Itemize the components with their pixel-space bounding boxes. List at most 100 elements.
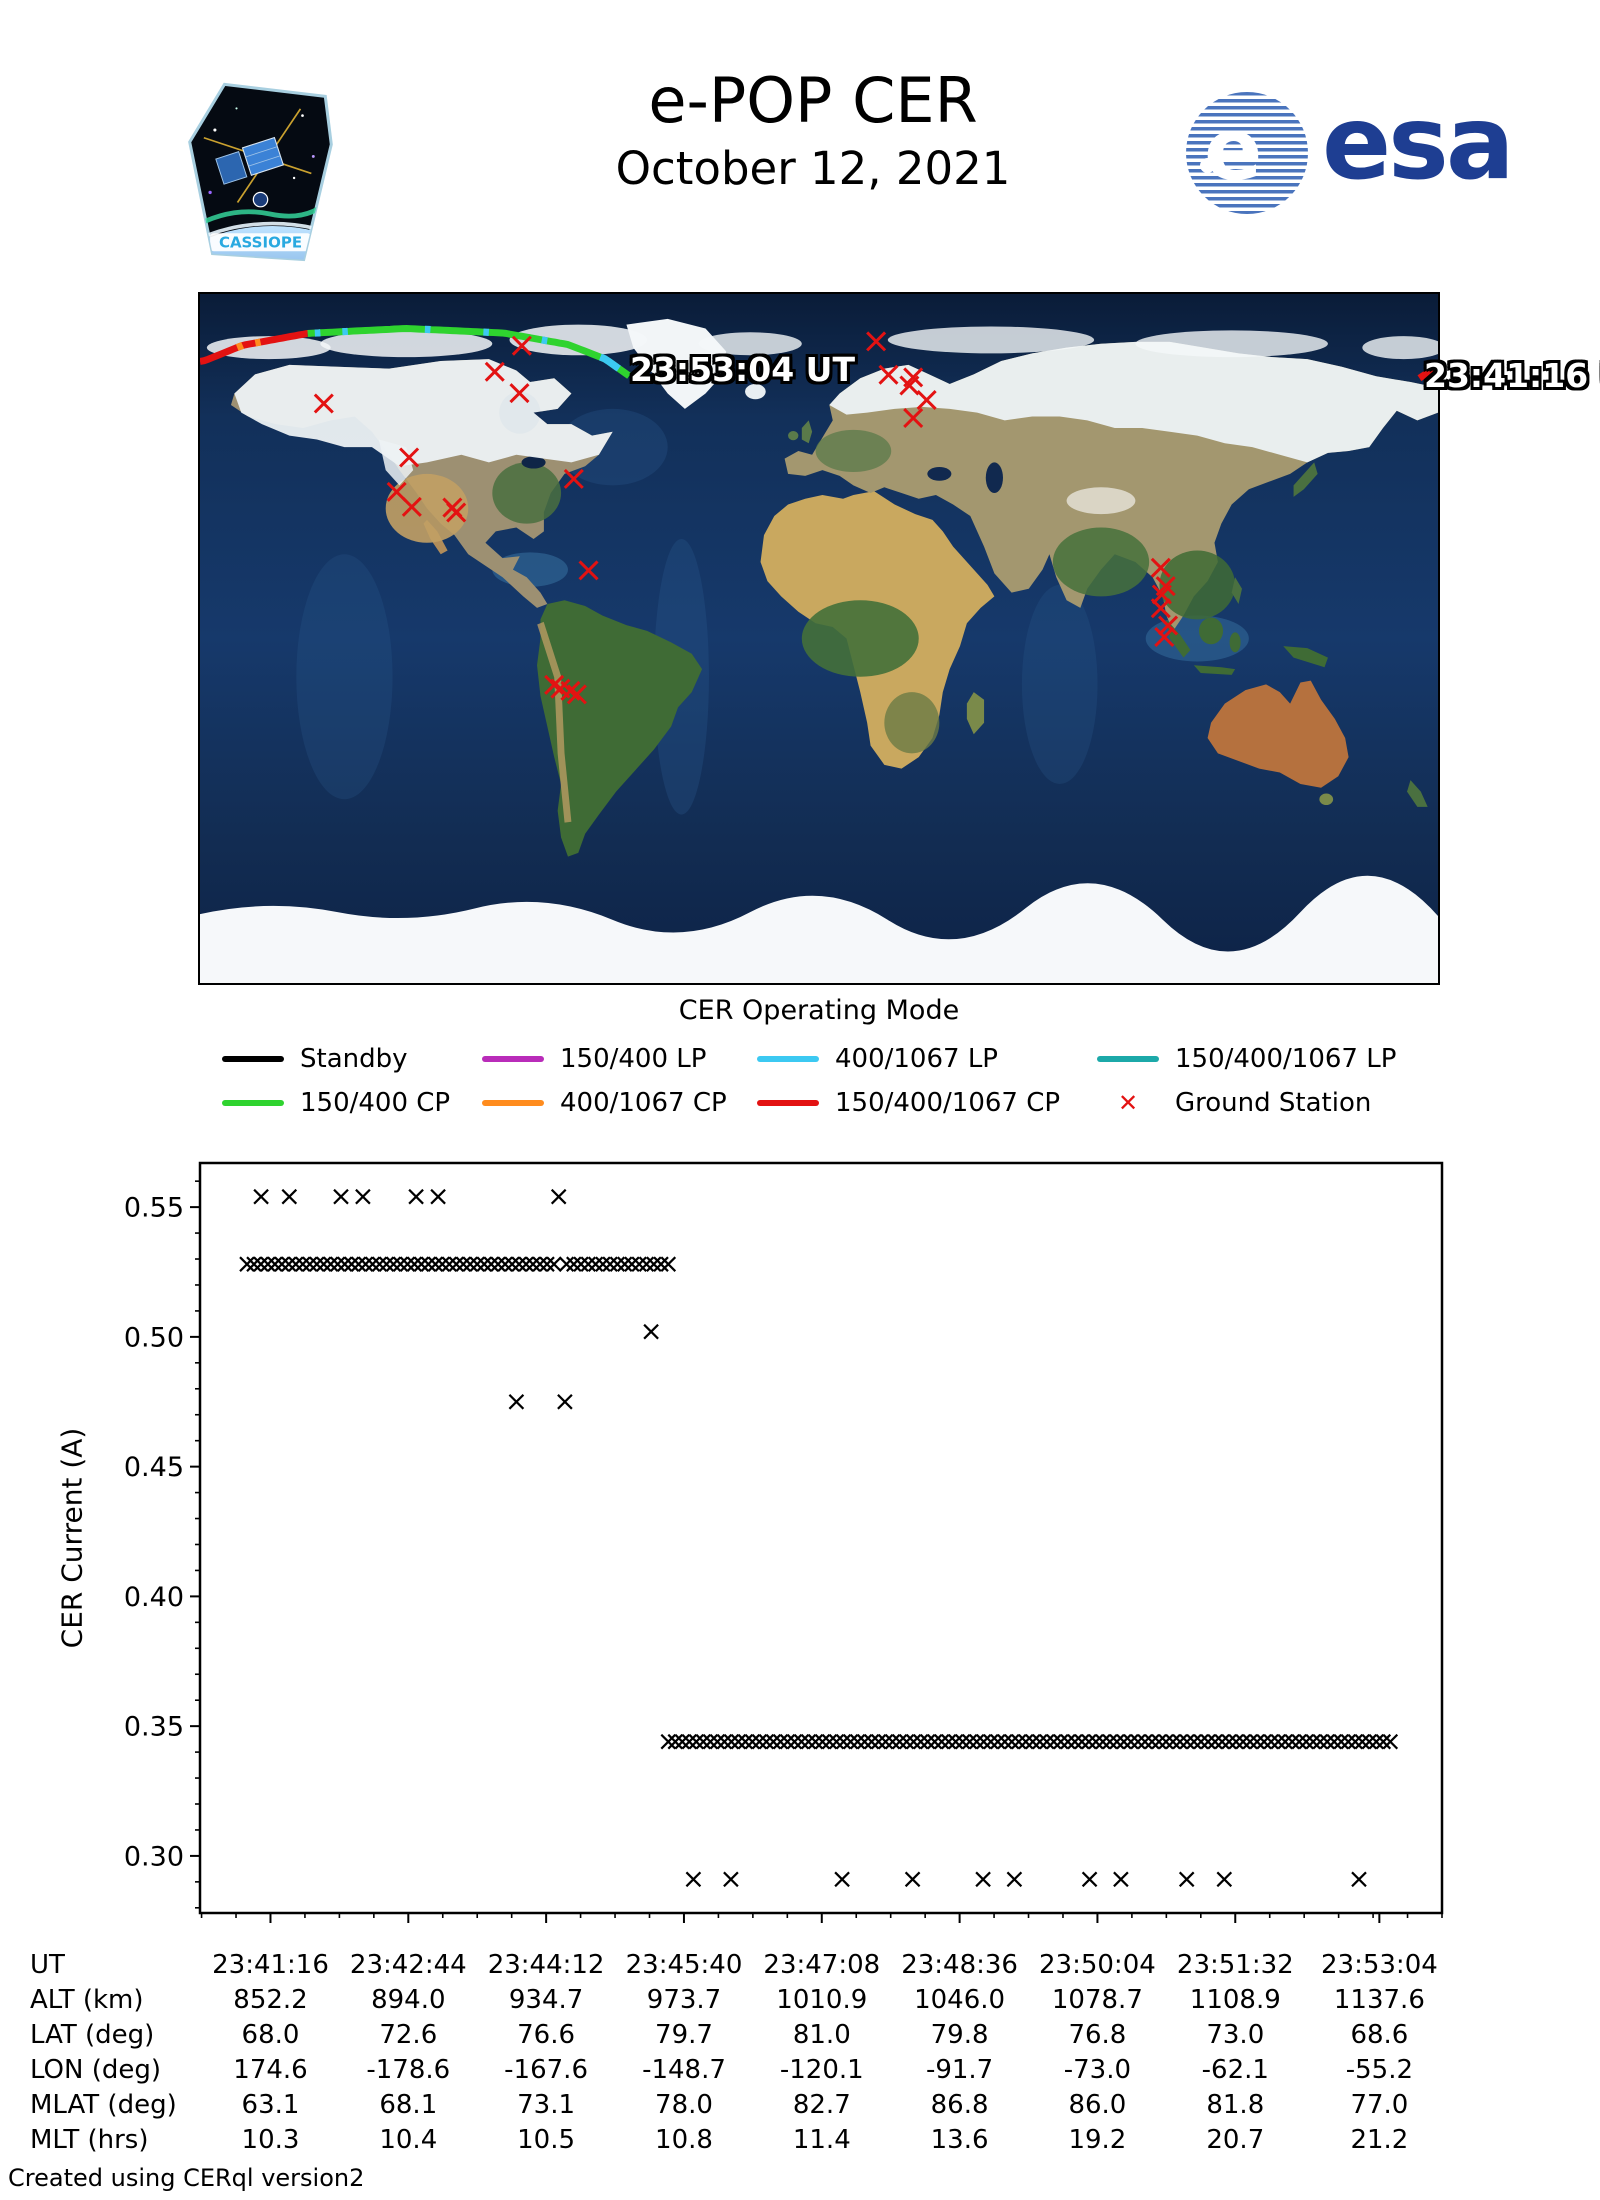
scatter-point — [1158, 1733, 1174, 1750]
ground-station-marker — [1150, 598, 1171, 619]
scatter-point — [904, 1871, 921, 1888]
ground-station-marker — [1150, 557, 1171, 578]
table-row: ALT (km) 852.2 894.0 934.7 973.7 1010.9 1046.0… — [0, 1985, 1600, 2019]
scatter-point — [558, 1256, 575, 1272]
scatter-point — [602, 1256, 618, 1272]
legend-item: 150/400/1067 CP — [757, 1088, 1060, 1118]
table-row-label: MLT (hrs) — [30, 2125, 149, 2155]
scatter-point — [723, 1871, 739, 1888]
scatter-point — [1039, 1733, 1055, 1750]
legend-item: 150/400 CP — [222, 1088, 450, 1118]
scatter-point — [1214, 1733, 1230, 1750]
table-cell: 894.0 — [371, 1985, 446, 2015]
table-cell: 21.2 — [1350, 2125, 1409, 2155]
scatter-point — [504, 1256, 520, 1272]
ground-station-marker — [313, 393, 334, 414]
scatter-point — [1116, 1733, 1132, 1750]
scatter-point — [573, 1256, 589, 1272]
ground-station-marker — [903, 407, 924, 428]
table-cell: -178.6 — [366, 2055, 451, 2085]
table-cell: 81.8 — [1206, 2090, 1265, 2120]
scatter-point — [557, 1394, 573, 1410]
table-row: LON (deg) 174.6 -178.6 -167.6 -148.7 -120.1 -9… — [0, 2055, 1600, 2089]
scatter-point — [1081, 1733, 1097, 1750]
legend-line-swatch — [482, 1056, 544, 1062]
scatter-point — [1123, 1733, 1139, 1750]
scatter-point — [511, 1256, 527, 1272]
legend-item-label: 150/400 LP — [560, 1044, 707, 1074]
scatter-point — [912, 1733, 929, 1750]
table-cell: 79.8 — [930, 2020, 989, 2050]
table-cell: -120.1 — [779, 2055, 864, 2085]
scatter-point — [420, 1256, 437, 1272]
scatter-point — [246, 1256, 262, 1272]
scatter-point — [322, 1256, 339, 1272]
ground-station-marker — [401, 496, 422, 517]
patch-crest — [252, 191, 269, 208]
scatter-point — [1228, 1733, 1244, 1750]
ground-station-marker — [563, 468, 584, 489]
table-cell: -73.0 — [1063, 2055, 1132, 2085]
y-tick-label: 0.35 — [124, 1712, 184, 1743]
scatter-point — [834, 1871, 850, 1888]
scatter-point — [1088, 1733, 1104, 1750]
scatter-point — [793, 1733, 810, 1750]
scatter-point — [441, 1256, 458, 1272]
scatter-point — [1200, 1733, 1216, 1750]
cassiope-label: CASSIOPE — [219, 234, 302, 252]
scatter-point — [821, 1733, 838, 1750]
scatter-point — [580, 1256, 597, 1272]
table-cell: 81.0 — [792, 2020, 851, 2050]
scatter-point — [518, 1256, 534, 1272]
scatter-point — [961, 1733, 978, 1750]
table-cell: 23:48:36 — [901, 1950, 1018, 1980]
legend-item: 400/1067 LP — [757, 1044, 998, 1074]
legend-title: CER Operating Mode — [678, 995, 960, 1026]
scatter-point — [329, 1256, 346, 1272]
table-cell: -91.7 — [925, 2055, 994, 2085]
scatter-point — [1165, 1733, 1181, 1750]
table-row-label: LON (deg) — [30, 2055, 162, 2085]
scatter-point — [288, 1256, 304, 1272]
table-cell: 10.4 — [379, 2125, 438, 2155]
scatter-point — [1025, 1733, 1041, 1750]
scatter-point — [1018, 1733, 1034, 1750]
legend-line-swatch — [1097, 1056, 1159, 1062]
page-date: October 12, 2021 — [615, 142, 1011, 195]
scatter-point — [646, 1256, 662, 1272]
track-segment — [254, 338, 262, 347]
ground-station-marker — [511, 335, 532, 356]
scatter-point — [891, 1733, 908, 1750]
scatter-point — [371, 1256, 388, 1272]
scatter-point — [1113, 1871, 1129, 1888]
table-cell: -62.1 — [1201, 2055, 1269, 2085]
scatter-point — [539, 1256, 555, 1272]
scatter-point — [758, 1733, 775, 1750]
scatter-point — [631, 1256, 647, 1272]
satellite-track — [200, 325, 1438, 382]
table-cell: 23:47:08 — [763, 1950, 881, 1980]
scatter-point — [1053, 1733, 1069, 1750]
legend-item-label: 400/1067 LP — [835, 1044, 998, 1074]
track-segment — [599, 353, 621, 372]
table-cell: 10.5 — [517, 2125, 576, 2155]
scatter-point — [975, 1871, 991, 1888]
scatter-point — [856, 1733, 873, 1750]
track-segment — [235, 342, 245, 351]
table-cell: -55.2 — [1345, 2055, 1414, 2085]
scatter-point — [490, 1256, 506, 1272]
table-cell: 1137.6 — [1333, 1985, 1425, 2015]
scatter-point — [814, 1733, 831, 1750]
scatter-point — [448, 1256, 465, 1272]
y-axis-label: CER Current (A) — [55, 1427, 89, 1649]
legend-item: 400/1067 CP — [482, 1088, 727, 1118]
table-cell: 19.2 — [1068, 2125, 1127, 2155]
scatter-point — [469, 1256, 485, 1272]
scatter-point — [849, 1733, 866, 1750]
table-row-label: UT — [30, 1950, 65, 1980]
scatter-point — [1249, 1733, 1265, 1750]
scatter-point — [688, 1733, 705, 1750]
scatter-point — [1178, 1871, 1195, 1888]
scatter-point — [1305, 1733, 1321, 1750]
scatter-point — [933, 1733, 950, 1750]
